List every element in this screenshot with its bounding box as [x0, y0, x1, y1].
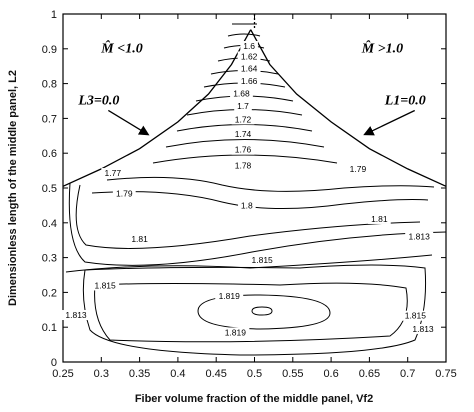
contour-label: 1.813 [412, 324, 434, 334]
x-tick-label: 0.6 [323, 368, 338, 380]
x-tick-label: 0.35 [129, 368, 150, 380]
contour-label-bg [221, 327, 250, 338]
x-tick-label: 0.65 [359, 368, 380, 380]
x-tick-label: 0.7 [400, 368, 415, 380]
contour-label: 1.76 [235, 145, 252, 155]
contour-label-bg [231, 160, 255, 171]
contour-label: 1.72 [235, 114, 252, 124]
contour-label: 1.815 [405, 311, 427, 321]
y-tick-label: 0.5 [42, 183, 57, 195]
y-tick-label: 0.1 [42, 322, 57, 334]
boundary-line [62, 29, 252, 187]
contour-label: 1.815 [94, 280, 116, 290]
contour-label: 1.815 [252, 255, 274, 265]
contour-line [251, 306, 273, 316]
x-tick-label: 0.4 [170, 368, 185, 380]
x-tick-label: 0.55 [282, 368, 303, 380]
contour-label: 1.813 [65, 310, 87, 320]
contour-label-bg [215, 290, 244, 301]
y-tick-label: 0.3 [42, 253, 57, 265]
contour-label: 1.6 [243, 41, 255, 51]
y-tick-label: 0.6 [42, 148, 57, 160]
y-tick-label: 0.8 [42, 79, 57, 91]
contour-label: 1.74 [235, 129, 252, 139]
contour-label-bg [234, 101, 252, 112]
contour-label-bg [346, 163, 370, 174]
contour-label: 1.819 [219, 291, 241, 301]
annotation-arrow [363, 109, 416, 136]
y-tick-label: 0.7 [42, 113, 57, 125]
contour-line [91, 191, 429, 210]
contour-label: 1.81 [131, 234, 148, 244]
contour-label: 1.813 [409, 232, 431, 242]
contour-label-bg [240, 41, 258, 52]
contour-label: 1.819 [225, 327, 247, 337]
y-tick-label: 1 [51, 9, 57, 21]
contour-label-bg [401, 310, 430, 321]
y-tick-label: 0.2 [42, 287, 57, 299]
contour-label: 1.7 [237, 101, 249, 111]
contour-line [65, 254, 433, 273]
contour-label: 1.66 [241, 76, 258, 86]
contour-labels: 1.61.62 1.64 1.66 1.68 1.7 1.72 1.74 1.76 1.77 1.… [62, 41, 438, 338]
contour-label-bg [230, 88, 253, 99]
x-tick-label: 0.45 [205, 368, 226, 380]
x-tick-label: 0.3 [94, 368, 109, 380]
annotation-label: M̂ <1.0 [100, 39, 142, 56]
contour-label: 1.62 [241, 51, 258, 61]
contour-label-bg [405, 231, 434, 242]
contour-line [75, 184, 421, 249]
contour-label-bg [367, 213, 391, 224]
annotation-label: M̂ >1.0 [361, 39, 403, 56]
x-tick-label: 0.5 [247, 368, 262, 380]
annotation-label: L1=0.0 [384, 93, 426, 108]
contour-label: 1.81 [371, 214, 388, 224]
y-tick-label: 0.9 [42, 44, 57, 56]
y-tick-label: 0.4 [42, 218, 57, 230]
contour-label-bg [101, 168, 125, 179]
contour-label-bg [409, 323, 438, 334]
annotations: M̂ <1.0 M̂ >1.0 L3=0.0 L1=0.0 [77, 39, 426, 136]
contour-label-bg [237, 76, 261, 87]
contour-label-bg [237, 63, 261, 74]
contour-label-bg [91, 280, 120, 291]
annotation-label: L3=0.0 [77, 93, 119, 108]
contour-label: 1.64 [241, 64, 258, 74]
x-tick-label: 0.75 [435, 368, 456, 380]
contour-label: 1.79 [350, 164, 367, 174]
contour-label-bg [128, 234, 151, 245]
contour-label: 1.8 [241, 200, 253, 210]
contour-label-bg [231, 129, 255, 140]
contour-label-bg [238, 200, 256, 211]
contour-label-bg [248, 255, 277, 266]
contour-label-bg [237, 51, 261, 62]
y-axis-title: Dimensionless length of the middle panel… [7, 70, 19, 306]
contour-label-bg [231, 144, 255, 155]
contour-label-bg [231, 114, 255, 125]
contour-label-bg [62, 310, 91, 321]
contour-label-bg [112, 188, 136, 199]
contour-label: 1.79 [116, 189, 133, 199]
x-tick-label: 0.25 [52, 368, 73, 380]
contour-label: 1.77 [105, 168, 122, 178]
annotation-arrow [107, 109, 150, 136]
boundary-line [250, 29, 447, 187]
x-axis-title: Fiber volume fraction of the middle pane… [135, 393, 373, 405]
axis-ticks: 0.25 0.3 0.35 0.4 0.45 0.5 0.55 0.6 0.65 0.7 0.75 0… [42, 9, 457, 380]
contour-line [68, 182, 447, 266]
contour-label: 1.78 [235, 160, 252, 170]
contour-label: 1.68 [233, 88, 250, 98]
contour-line [106, 176, 435, 192]
y-tick-label: 0 [51, 357, 57, 369]
boundary-lines [62, 14, 447, 187]
contour-line [82, 264, 427, 356]
contour-line [94, 282, 408, 343]
